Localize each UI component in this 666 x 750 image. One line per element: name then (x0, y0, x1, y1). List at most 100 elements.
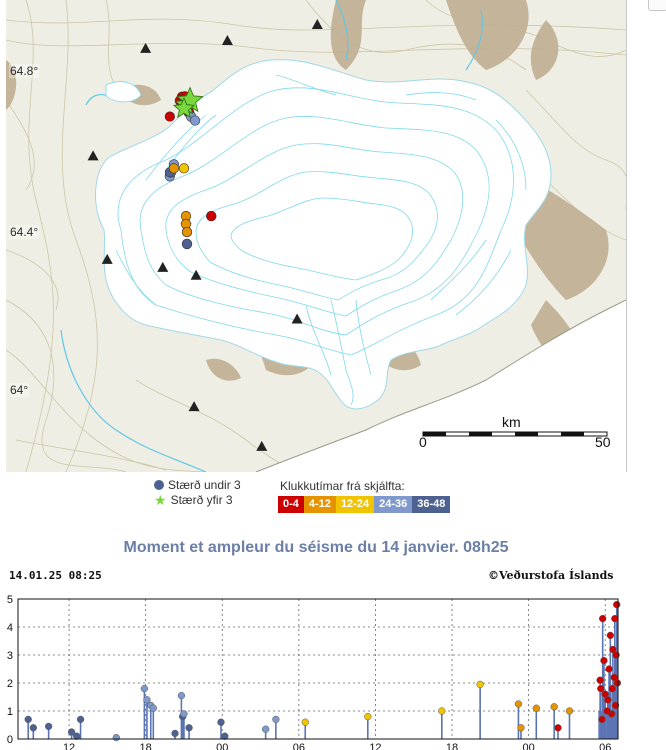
swatch-0-4: 0-4 (278, 496, 304, 513)
magnitude-point[interactable] (476, 680, 484, 689)
y-tick-label: 5 (7, 594, 13, 606)
magnitude-point[interactable] (29, 724, 37, 732)
earthquake-marker[interactable] (168, 163, 179, 174)
station-triangle-icon (311, 19, 323, 30)
earthquake-marker[interactable] (181, 226, 193, 238)
lat-label-64-4: 64.4° (9, 225, 40, 239)
magnitude-point[interactable] (611, 701, 620, 710)
coastline (255, 299, 626, 472)
section-title: Moment et ampleur du séisme du 14 janvie… (123, 539, 509, 556)
magnitude-point[interactable] (532, 704, 540, 712)
ice-lake (105, 81, 142, 103)
station-triangle-icon (221, 34, 233, 45)
vatnajokull-map[interactable] (6, 0, 626, 472)
magnitude-point[interactable] (140, 684, 149, 693)
large-earthquake-star[interactable] (172, 96, 196, 119)
y-tick-label: 2 (7, 678, 13, 690)
magnitude-point[interactable] (221, 732, 229, 740)
station-triangle-icon (291, 313, 303, 324)
magnitude-point[interactable] (610, 673, 618, 682)
chart-timestamp: 14.01.25 08:25 (9, 569, 102, 582)
sea (256, 300, 626, 472)
magnitude-point[interactable] (597, 684, 605, 693)
magnitude-point[interactable] (143, 696, 151, 704)
legend-small-label: Stærð undir 3 (168, 478, 241, 492)
scale-end: 50 (595, 434, 611, 450)
chart-frame (17, 598, 619, 740)
magnitude-point[interactable] (364, 712, 372, 721)
station-triangle-icon (188, 401, 200, 412)
magnitude-point[interactable] (24, 715, 32, 724)
magnitude-point[interactable] (185, 724, 193, 732)
x-tick-label: 18 (140, 742, 152, 750)
magnitude-point[interactable] (554, 724, 562, 732)
magnitude-point[interactable] (599, 614, 607, 623)
x-tick-label: 12 (63, 742, 75, 750)
magnitude-point[interactable] (262, 725, 270, 733)
earthquake-marker[interactable] (189, 115, 201, 126)
magnitude-point[interactable] (514, 700, 523, 708)
x-tick-label: 12 (369, 742, 381, 750)
chart-points (24, 600, 622, 742)
corner-widget[interactable] (648, 0, 666, 11)
green-star-icon: ★ (154, 492, 167, 508)
rivers (60, 0, 483, 472)
lat-label-64-8: 64.8° (9, 64, 40, 78)
map-panel[interactable]: 64.8° 64.4° 64° km 0 50 (6, 0, 627, 472)
magnitude-point[interactable] (613, 679, 622, 687)
magnitude-point[interactable] (44, 722, 53, 731)
magnitude-point[interactable] (608, 684, 616, 693)
magnitude-point[interactable] (76, 715, 85, 724)
legend-large-label: Stærð yfir 3 (170, 493, 233, 507)
time-swatches: 0-4 4-12 12-24 24-36 36-48 (278, 496, 451, 513)
magnitude-point[interactable] (180, 710, 188, 718)
magnitude-point[interactable] (609, 645, 617, 654)
earthquake-marker[interactable] (206, 210, 217, 222)
magnitude-point[interactable] (606, 631, 614, 640)
magnitude-point[interactable] (596, 676, 604, 684)
magnitude-point[interactable] (613, 600, 621, 609)
magnitude-point[interactable] (611, 614, 619, 623)
x-tick-label: 00 (523, 742, 535, 750)
swatch-4-12: 4-12 (303, 496, 336, 513)
station-triangle-icon (101, 253, 113, 264)
earthquake-marker[interactable] (181, 238, 193, 250)
magnitude-point[interactable] (177, 691, 186, 700)
magnitude-point[interactable] (73, 732, 81, 740)
scale-unit: km (502, 414, 521, 430)
magnitude-point[interactable] (604, 696, 612, 704)
magnitude-point[interactable] (301, 718, 309, 726)
x-tick-label: 06 (599, 742, 611, 750)
magnitude-point[interactable] (598, 715, 606, 724)
x-tick-label: 06 (293, 742, 305, 750)
y-tick-label: 4 (7, 622, 13, 634)
magnitude-point[interactable] (171, 729, 179, 738)
magnitude-point[interactable] (600, 656, 608, 665)
swatch-12-24: 12-24 (335, 496, 375, 513)
magnitude-point[interactable] (67, 728, 76, 736)
x-tick-label: 18 (446, 742, 458, 750)
earthquake-marker[interactable] (178, 163, 190, 174)
station-triangle-icon (256, 440, 268, 451)
magnitude-point[interactable] (550, 703, 558, 711)
magnitude-point[interactable] (272, 715, 280, 724)
magnitude-point[interactable] (217, 718, 225, 726)
station-triangle-icon (87, 150, 99, 161)
y-tick-label: 3 (7, 650, 13, 662)
earthquake-marker[interactable] (164, 111, 175, 122)
magnitude-point[interactable] (565, 707, 574, 715)
magnitude-point[interactable] (605, 665, 613, 673)
station-triangle-icon (140, 42, 152, 53)
blue-dot-icon (154, 480, 164, 490)
magnitude-point[interactable] (438, 707, 446, 715)
swatch-36-48: 36-48 (412, 496, 451, 513)
scale-bar: km 0 50 (418, 412, 616, 460)
magnitude-point[interactable] (149, 704, 157, 712)
magnitude-point[interactable] (112, 733, 120, 742)
station-triangle-icon (157, 261, 169, 272)
magnitude-point[interactable] (603, 707, 611, 715)
magnitude-point[interactable] (517, 724, 525, 732)
station-triangle-icon (190, 269, 202, 280)
